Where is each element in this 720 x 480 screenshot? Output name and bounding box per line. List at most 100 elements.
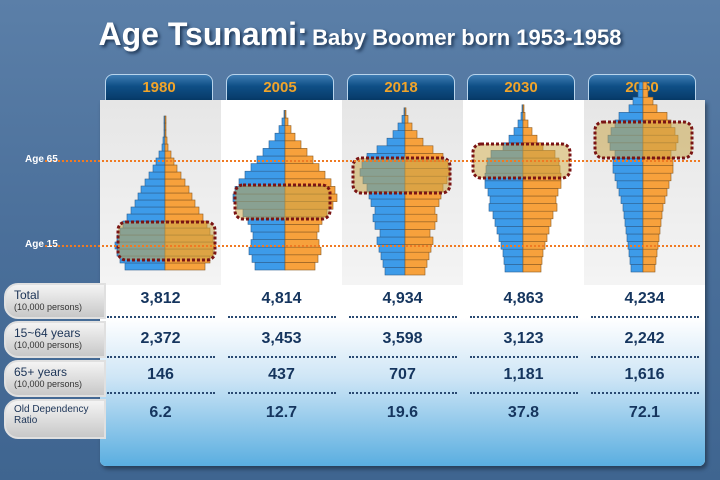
- bar-female: [284, 262, 316, 271]
- bar-male: [616, 180, 644, 189]
- bar-female: [404, 145, 434, 154]
- bar-male: [628, 104, 644, 113]
- bar-female: [404, 115, 409, 124]
- bar-female: [164, 129, 167, 138]
- bar-male: [140, 185, 166, 194]
- bar-male: [274, 132, 286, 142]
- bar-male: [620, 195, 644, 204]
- bar-female: [522, 112, 526, 121]
- bar-female: [522, 188, 559, 197]
- bar-male: [612, 165, 644, 174]
- bar-female: [642, 81, 648, 90]
- table-cell: 6.2: [149, 404, 172, 421]
- bar-male: [503, 256, 524, 265]
- boomer-highlight: [593, 120, 694, 160]
- bar-male: [625, 226, 644, 235]
- bar-female: [284, 132, 296, 142]
- bar-female: [404, 206, 436, 215]
- bar-female: [522, 248, 544, 258]
- age-15-line: [45, 245, 700, 247]
- bar-male: [488, 203, 524, 212]
- bar-female: [522, 210, 554, 220]
- table-cell: 3,812: [140, 290, 181, 307]
- bar-male: [496, 226, 524, 235]
- table-cell: 4,814: [261, 290, 302, 307]
- bar-male: [124, 262, 166, 271]
- row-label-dependency-ratio: Old Dependency Ratio: [4, 399, 106, 439]
- year-tab-2005: 2005: [226, 74, 334, 101]
- bar-female: [164, 136, 168, 145]
- bar-male: [638, 81, 644, 90]
- age-65-label: Age 65: [25, 154, 58, 165]
- bar-male: [250, 224, 286, 233]
- bar-female: [522, 127, 533, 136]
- bar-male: [397, 122, 406, 131]
- bar-male: [262, 148, 286, 157]
- bar-female: [164, 213, 204, 222]
- bar-male: [517, 119, 524, 128]
- table-cell: 3,123: [503, 330, 544, 347]
- bar-female: [164, 115, 167, 124]
- bar-male: [250, 163, 286, 172]
- bar-female: [522, 203, 558, 212]
- bar-female: [404, 236, 434, 245]
- bar-male: [484, 180, 524, 189]
- bar-female: [522, 180, 562, 189]
- bar-female: [522, 233, 548, 242]
- bar-male: [386, 137, 406, 147]
- table-cell: 3,598: [382, 330, 423, 347]
- bar-male: [254, 262, 286, 271]
- bar-female: [404, 137, 424, 147]
- table-cell: 19.6: [386, 404, 419, 421]
- bar-male: [401, 115, 406, 124]
- bar-male: [376, 236, 406, 245]
- table-cell: 707: [389, 366, 416, 383]
- table-cell: 4,234: [624, 290, 665, 307]
- bar-female: [642, 104, 658, 113]
- bar-male: [161, 143, 166, 152]
- bar-male: [252, 231, 286, 240]
- bar-male: [504, 264, 524, 273]
- bar-female: [642, 165, 674, 174]
- bar-male: [492, 210, 524, 220]
- bar-female: [164, 262, 206, 271]
- bar-male: [152, 164, 166, 173]
- bar-female: [404, 107, 407, 116]
- bar-male: [374, 221, 406, 230]
- bar-male: [148, 171, 166, 180]
- bar-female: [164, 143, 169, 152]
- age-15-label: Age 15: [25, 239, 58, 250]
- table-cell: 1,181: [503, 366, 544, 383]
- table-cell: 12.7: [265, 404, 298, 421]
- bar-male: [392, 130, 406, 139]
- bar-male: [626, 233, 644, 242]
- bar-female: [642, 188, 668, 197]
- bar-female: [404, 259, 428, 268]
- bar-male: [632, 96, 644, 106]
- bar-female: [522, 256, 543, 265]
- bar-male: [623, 210, 644, 220]
- table-cell: 4,934: [382, 290, 423, 307]
- bar-female: [284, 224, 320, 233]
- bar-female: [404, 130, 418, 139]
- bar-male: [502, 248, 524, 258]
- bar-female: [522, 218, 552, 227]
- bar-female: [642, 226, 661, 235]
- bar-male: [624, 218, 644, 227]
- table-cell: 437: [268, 366, 295, 383]
- bar-male: [137, 192, 166, 201]
- bar-female: [284, 254, 319, 263]
- bar-female: [642, 195, 666, 204]
- bar-female: [404, 221, 436, 230]
- bar-female: [164, 206, 200, 215]
- table-cell: 2,242: [624, 330, 665, 347]
- boomer-highlight: [116, 220, 217, 262]
- bar-female: [404, 251, 430, 261]
- bar-female: [642, 218, 662, 227]
- bar-male: [618, 112, 644, 121]
- bar-female: [642, 112, 668, 121]
- bar-male: [628, 248, 644, 258]
- bar-female: [164, 150, 172, 159]
- table-cell: 72.1: [628, 404, 661, 421]
- year-tab-2030: 2030: [467, 74, 575, 101]
